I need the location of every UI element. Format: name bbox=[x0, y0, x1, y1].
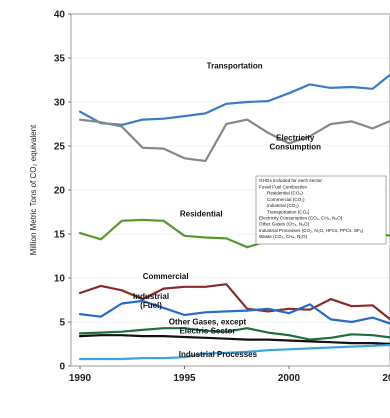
legend-entry-4: Transportation (CO₂) bbox=[267, 209, 310, 214]
x-tick-label-1995: 1995 bbox=[173, 373, 196, 384]
annotation-0: Transportation bbox=[207, 62, 263, 71]
annotation-1: Electricity Consumption bbox=[269, 134, 321, 152]
annotation-line: Electric Sector bbox=[179, 327, 235, 336]
annotation-3: Commercial bbox=[143, 272, 189, 281]
y-tick-label-40: 40 bbox=[54, 10, 66, 21]
annotation-5: Other Gases, except Electric Sector bbox=[169, 318, 247, 336]
annotation-line: Transportation bbox=[207, 62, 263, 71]
y-tick-label-0: 0 bbox=[59, 362, 65, 373]
y-tick-label-30: 30 bbox=[54, 98, 66, 109]
annotation-line: Commercial bbox=[143, 272, 189, 281]
x-tick-label-2000: 2000 bbox=[278, 373, 301, 384]
y-tick-label-10: 10 bbox=[54, 274, 66, 285]
annotation-line: (Fuel) bbox=[140, 301, 162, 310]
annotation-line: Industrial Processes bbox=[179, 350, 258, 359]
legend-entry-6: Other Gases (CH₄, N₂O) bbox=[259, 222, 310, 227]
legend-entry-8: Waste (CO₂, CH₄, N₂O) bbox=[259, 234, 308, 239]
legend-entry-5: Electricity Consumption (CO₂, CH₄, N₂O) bbox=[259, 216, 343, 221]
y-tick-label-5: 5 bbox=[59, 318, 65, 329]
legend-box: GHGs included for each sector: Fossil Fue… bbox=[256, 176, 386, 244]
annotation-line: Residential bbox=[180, 209, 223, 218]
x-tick-label-2005: 2005 bbox=[382, 373, 390, 384]
legend-entry-7: Industrial Processes (CO₂, N₂O, HFCs, PF… bbox=[259, 228, 364, 233]
legend-entry-1: Residential (CO₂) bbox=[267, 191, 303, 196]
y-axis-label: Million Metric Tons of CO₂ equivalent bbox=[29, 124, 38, 255]
y-tick-label-15: 15 bbox=[54, 230, 66, 241]
annotation-line: Other Gases, except bbox=[169, 318, 247, 327]
legend-entry-3: Industrial (CO₂) bbox=[267, 203, 299, 208]
x-tick-label-1990: 1990 bbox=[69, 373, 92, 384]
annotation-7: Industrial Processes bbox=[179, 350, 258, 359]
annotation-line: Industrial bbox=[133, 292, 169, 301]
annotation-line: Consumption bbox=[269, 143, 321, 152]
legend-title: GHGs included for each sector: bbox=[259, 178, 323, 183]
y-tick-label-20: 20 bbox=[54, 186, 66, 197]
y-tick-label-35: 35 bbox=[54, 54, 66, 65]
legend-entry-0: Fossil Fuel Combustion bbox=[259, 185, 307, 190]
legend-entry-2: Commercial (CO₂) bbox=[267, 197, 305, 202]
annotation-2: Residential bbox=[180, 209, 223, 218]
y-tick-label-25: 25 bbox=[54, 142, 66, 153]
annotation-line: Electricity bbox=[276, 134, 315, 143]
